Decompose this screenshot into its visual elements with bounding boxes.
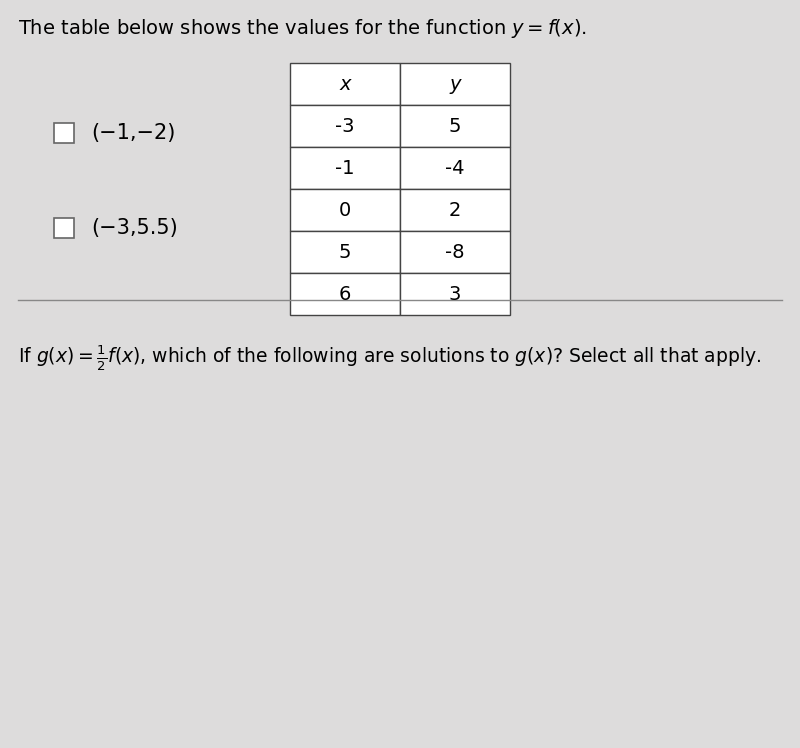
Bar bbox=[400, 63, 510, 105]
Bar bbox=[290, 273, 400, 315]
Text: 0: 0 bbox=[339, 200, 351, 219]
Text: If $g(x) = \frac{1}{2}f(x)$, which of the following are solutions to $g(x)$? Sel: If $g(x) = \frac{1}{2}f(x)$, which of th… bbox=[18, 343, 762, 373]
Text: -3: -3 bbox=[335, 117, 354, 135]
Bar bbox=[400, 231, 510, 273]
Text: -4: -4 bbox=[446, 159, 465, 177]
FancyBboxPatch shape bbox=[54, 218, 74, 238]
Text: x: x bbox=[339, 75, 350, 94]
Text: 5: 5 bbox=[449, 117, 462, 135]
Bar bbox=[290, 147, 400, 189]
Text: 6: 6 bbox=[339, 284, 351, 304]
Text: (−3,5.5): (−3,5.5) bbox=[91, 218, 178, 238]
Text: (−1,−2): (−1,−2) bbox=[91, 123, 175, 143]
Bar bbox=[290, 63, 400, 105]
Bar bbox=[400, 189, 510, 231]
FancyBboxPatch shape bbox=[54, 123, 74, 143]
Bar bbox=[400, 147, 510, 189]
Text: 2: 2 bbox=[449, 200, 461, 219]
Text: 3: 3 bbox=[449, 284, 461, 304]
Text: y: y bbox=[450, 75, 461, 94]
Text: -8: -8 bbox=[446, 242, 465, 262]
Bar bbox=[400, 105, 510, 147]
Bar bbox=[290, 189, 400, 231]
Text: 5: 5 bbox=[338, 242, 351, 262]
Bar bbox=[290, 105, 400, 147]
Text: The table below shows the values for the function $y = f(x)$.: The table below shows the values for the… bbox=[18, 16, 586, 40]
Bar bbox=[290, 231, 400, 273]
Text: -1: -1 bbox=[335, 159, 354, 177]
Bar bbox=[400, 273, 510, 315]
